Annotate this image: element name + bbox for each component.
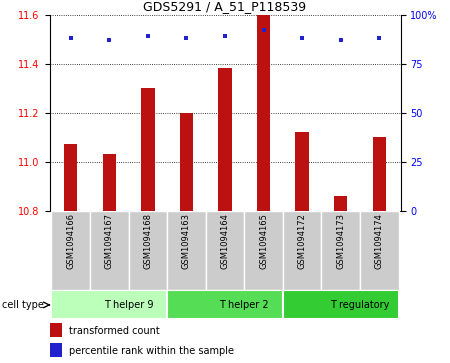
Text: cell type: cell type bbox=[2, 300, 44, 310]
Point bbox=[144, 33, 152, 39]
Point bbox=[376, 35, 383, 41]
Text: T helper 2: T helper 2 bbox=[220, 300, 269, 310]
Bar bbox=[334, 196, 347, 211]
Bar bbox=[50, 343, 62, 357]
Text: GSM1094163: GSM1094163 bbox=[182, 213, 191, 269]
Text: T helper 9: T helper 9 bbox=[104, 300, 153, 310]
Bar bbox=[257, 15, 270, 211]
Text: GSM1094172: GSM1094172 bbox=[297, 213, 306, 269]
Bar bbox=[360, 211, 399, 290]
Bar bbox=[180, 113, 193, 211]
Bar bbox=[51, 290, 167, 319]
Bar bbox=[206, 211, 244, 290]
Text: percentile rank within the sample: percentile rank within the sample bbox=[69, 346, 234, 356]
Bar bbox=[90, 211, 129, 290]
Text: GSM1094174: GSM1094174 bbox=[375, 213, 384, 269]
Bar bbox=[321, 211, 360, 290]
Text: GSM1094167: GSM1094167 bbox=[105, 213, 114, 269]
Point bbox=[183, 35, 190, 41]
Bar bbox=[167, 290, 283, 319]
Bar bbox=[64, 144, 77, 211]
Title: GDS5291 / A_51_P118539: GDS5291 / A_51_P118539 bbox=[144, 0, 306, 13]
Bar bbox=[129, 211, 167, 290]
Bar bbox=[50, 323, 62, 338]
Bar bbox=[373, 137, 386, 211]
Text: GSM1094168: GSM1094168 bbox=[144, 213, 153, 269]
Text: GSM1094165: GSM1094165 bbox=[259, 213, 268, 269]
Bar bbox=[141, 88, 155, 211]
Point bbox=[221, 33, 229, 39]
Point bbox=[106, 37, 113, 43]
Bar bbox=[283, 290, 399, 319]
Bar bbox=[244, 211, 283, 290]
Bar bbox=[295, 132, 309, 211]
Point bbox=[298, 35, 306, 41]
Bar bbox=[167, 211, 206, 290]
Point bbox=[67, 35, 74, 41]
Text: GSM1094164: GSM1094164 bbox=[220, 213, 230, 269]
Bar bbox=[103, 154, 116, 211]
Bar bbox=[283, 211, 321, 290]
Text: transformed count: transformed count bbox=[69, 326, 160, 336]
Text: GSM1094166: GSM1094166 bbox=[66, 213, 75, 269]
Text: GSM1094173: GSM1094173 bbox=[336, 213, 345, 269]
Text: T regulatory: T regulatory bbox=[330, 300, 390, 310]
Point bbox=[260, 27, 267, 33]
Bar bbox=[51, 211, 90, 290]
Bar bbox=[218, 68, 232, 211]
Point bbox=[337, 37, 344, 43]
